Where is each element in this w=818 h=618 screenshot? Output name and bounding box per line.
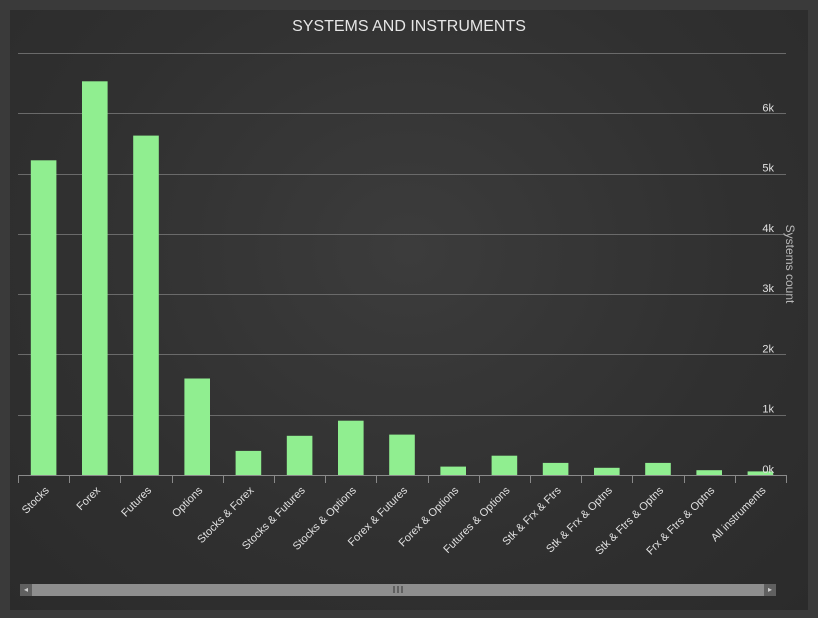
category-label: Forex [75,484,104,513]
bars [30,81,774,476]
y-axis: 0k 1k 2k 3k 4k 5k 6k [762,102,774,476]
chart-panel: SYSTEMS AND INSTRUMENTS 0k 1k 2k 3k 4k 5k 6k S… [10,10,808,610]
bar[interactable] [747,471,774,475]
bar[interactable] [82,81,108,476]
scrollbar-thumb[interactable] [32,584,764,596]
bar[interactable] [235,450,262,475]
y-tick-label: 1k [762,404,774,416]
scroll-left-arrow-icon[interactable]: ◂ [20,584,32,596]
category-label: Stocks [20,484,52,516]
x-axis [18,475,787,483]
bar[interactable] [696,470,722,475]
bar[interactable] [491,455,518,475]
y-tick-label: 3k [762,283,774,295]
bar[interactable] [542,462,569,475]
bar[interactable] [338,420,364,475]
bar-chart: SYSTEMS AND INSTRUMENTS 0k 1k 2k 3k 4k 5k 6k S… [18,18,797,558]
bar[interactable] [594,467,620,475]
bar[interactable] [133,135,159,475]
bar[interactable] [645,462,671,475]
chart-title: SYSTEMS AND INSTRUMENTS [292,18,526,35]
bar[interactable] [184,378,210,476]
category-label: Options [170,484,206,520]
scrollbar-grip-icon [393,586,403,593]
y-tick-label: 4k [762,223,774,235]
category-label: Futures [119,484,154,519]
bar[interactable] [389,434,415,475]
bar[interactable] [30,160,57,476]
y-tick-label: 2k [762,343,774,355]
horizontal-scrollbar[interactable]: ◂ ▸ [20,584,776,596]
category-label: All instruments [709,484,769,544]
y-axis-title: Systems count [783,225,797,304]
y-tick-label: 5k [762,163,774,175]
y-tick-label: 0k [762,464,774,476]
bar[interactable] [286,435,313,475]
y-tick-label: 6k [762,102,774,114]
bar[interactable] [440,466,466,475]
scroll-right-arrow-icon[interactable]: ▸ [764,584,776,596]
